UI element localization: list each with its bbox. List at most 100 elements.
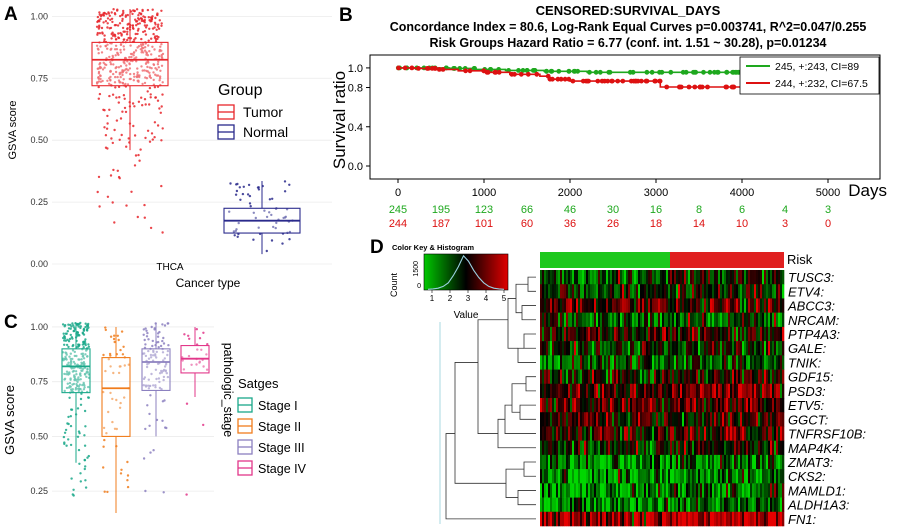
b-xlabel: Days xyxy=(848,181,887,200)
d-heatmap-cell xyxy=(782,454,785,470)
d-heatmap-cell xyxy=(598,383,601,399)
d-heatmap-cell xyxy=(566,469,569,484)
a-point xyxy=(146,8,150,12)
d-heatmap-cell xyxy=(728,511,731,527)
d-heatmap-cell xyxy=(682,326,685,342)
d-heatmap-cell xyxy=(540,383,543,399)
d-heatmap-cell xyxy=(650,426,653,441)
d-heatmap-cell xyxy=(658,284,661,299)
d-heatmap-cell xyxy=(700,497,703,513)
a-point xyxy=(125,67,128,71)
d-heatmap-cell xyxy=(754,469,757,484)
d-heatmap-cell xyxy=(540,341,543,356)
d-heatmap-cell xyxy=(746,440,749,456)
d-heatmap-cell xyxy=(548,398,551,413)
d-heatmap-cell xyxy=(782,284,785,299)
d-heatmap-cell xyxy=(754,383,757,399)
d-heatmap-cell xyxy=(702,412,705,427)
d-heatmap-cell xyxy=(764,270,767,285)
d-heatmap-cell xyxy=(586,454,589,470)
d-heatmap-cell xyxy=(554,312,557,328)
c-point xyxy=(149,394,152,397)
d-heatmap-cell xyxy=(610,383,613,399)
d-heatmap-cell xyxy=(542,341,545,356)
d-heatmap-cell xyxy=(562,355,565,370)
d-heatmap-cell xyxy=(672,312,675,328)
d-heatmap-cell xyxy=(582,312,585,328)
d-heatmap-cell xyxy=(674,369,677,385)
d-heatmap-cell xyxy=(702,326,705,342)
d-heatmap-cell xyxy=(760,341,763,356)
d-heatmap-cell xyxy=(598,483,601,498)
a-point xyxy=(127,137,130,140)
a-point xyxy=(161,56,164,60)
d-heatmap-cell xyxy=(722,298,725,313)
d-heatmap-cell xyxy=(704,341,707,356)
d-heatmap-cell xyxy=(720,469,723,484)
d-heatmap-cell xyxy=(598,355,601,370)
d-heatmap-cell xyxy=(748,355,751,370)
d-heatmap-cell xyxy=(604,398,607,413)
c-legend-label: Stage III xyxy=(258,441,305,455)
c-point xyxy=(87,454,91,458)
d-heatmap-cell xyxy=(558,369,561,385)
a-point xyxy=(237,221,240,225)
d-heatmap-cell xyxy=(636,369,639,385)
d-heatmap-cell xyxy=(566,355,569,370)
a-point xyxy=(156,25,160,28)
d-heatmap-cell xyxy=(590,412,593,427)
d-heatmap-cell xyxy=(682,355,685,370)
d-heatmap-cell xyxy=(564,312,567,328)
d-heatmap-cell xyxy=(654,497,657,513)
d-heatmap-cell xyxy=(692,326,695,342)
d-colorkey-xtick-label: 2 xyxy=(448,294,453,303)
d-heatmap-cell xyxy=(678,270,681,285)
d-heatmap-cell xyxy=(618,355,621,370)
d-heatmap-cell xyxy=(734,412,737,427)
d-heatmap-cell xyxy=(776,326,779,342)
d-heatmap-cell xyxy=(666,469,669,484)
a-point xyxy=(111,93,115,96)
a-point xyxy=(137,14,140,17)
d-heatmap-cell xyxy=(778,326,781,342)
d-heatmap-cell xyxy=(654,341,657,356)
a-point xyxy=(145,53,148,56)
d-heatmap-cell xyxy=(674,326,677,342)
c-point xyxy=(87,326,90,329)
d-heatmap-cell xyxy=(638,369,641,385)
c-point xyxy=(187,334,190,337)
d-heatmap-cell xyxy=(722,426,725,441)
d-heatmap-cell xyxy=(720,298,723,313)
d-heatmap-cell xyxy=(690,312,693,328)
c-point xyxy=(126,479,129,482)
d-heatmap-cell xyxy=(774,440,777,456)
d-heatmap-cell xyxy=(680,312,683,328)
d-heatmap-cell xyxy=(632,469,635,484)
a-point xyxy=(274,226,277,230)
d-heatmap-cell xyxy=(758,284,761,299)
a-point xyxy=(122,94,126,97)
d-heatmap-cell xyxy=(774,284,777,299)
d-heatmap-cell xyxy=(712,454,715,470)
c-point xyxy=(122,345,125,348)
d-heatmap-cell xyxy=(594,355,597,370)
c-point xyxy=(87,396,91,399)
b-censor-mark xyxy=(686,84,692,90)
d-heatmap-cell xyxy=(770,483,773,498)
d-heatmap-cell xyxy=(738,426,741,441)
d-heatmap-cell xyxy=(748,469,751,484)
b-censor-mark xyxy=(595,78,601,84)
d-heatmap-cell xyxy=(754,298,757,313)
d-heatmap-cell xyxy=(638,426,641,441)
a-point xyxy=(152,78,155,82)
a-point xyxy=(114,75,117,79)
d-heatmap-cell xyxy=(680,454,683,470)
d-heatmap-cell xyxy=(618,270,621,285)
d-heatmap-cell xyxy=(658,398,661,413)
d-heatmap-cell xyxy=(666,454,669,470)
a-point xyxy=(127,69,130,72)
d-heatmap-cell xyxy=(646,369,649,385)
d-heatmap-cell xyxy=(610,469,613,484)
d-heatmap-cell xyxy=(610,341,613,356)
d-heatmap-cell xyxy=(734,454,737,470)
